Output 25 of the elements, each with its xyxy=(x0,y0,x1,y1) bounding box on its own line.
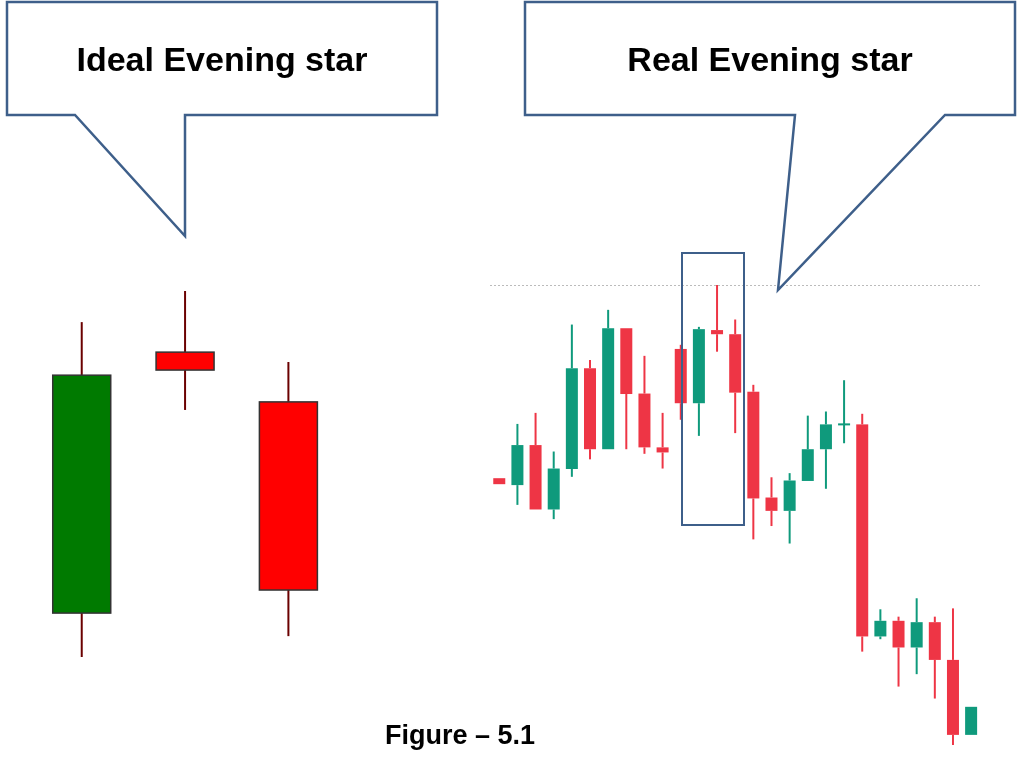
candlestick xyxy=(638,354,651,455)
candlestick xyxy=(155,291,215,411)
candlestick xyxy=(892,615,905,688)
candlestick xyxy=(928,615,941,700)
candlestick xyxy=(838,379,851,445)
candlestick xyxy=(874,608,887,641)
annotation: Figure – 5.1 xyxy=(383,720,537,751)
candlestick xyxy=(783,472,796,545)
text: Ideal Evening star xyxy=(75,40,369,79)
candlestick xyxy=(584,358,597,461)
text: Real Evening star xyxy=(626,40,914,79)
candlestick xyxy=(511,422,524,506)
candlestick xyxy=(547,450,560,521)
candlestick xyxy=(51,321,112,657)
candlestick xyxy=(711,285,724,353)
candlestick xyxy=(819,410,832,490)
candlestick xyxy=(729,318,742,435)
candlestick xyxy=(910,597,923,676)
candlestick xyxy=(565,323,578,478)
candlestick xyxy=(747,383,760,541)
candlestick xyxy=(258,361,319,638)
candlestick xyxy=(765,476,778,528)
candlestick xyxy=(856,412,869,653)
candlestick xyxy=(946,607,959,745)
candlestick xyxy=(656,411,669,470)
